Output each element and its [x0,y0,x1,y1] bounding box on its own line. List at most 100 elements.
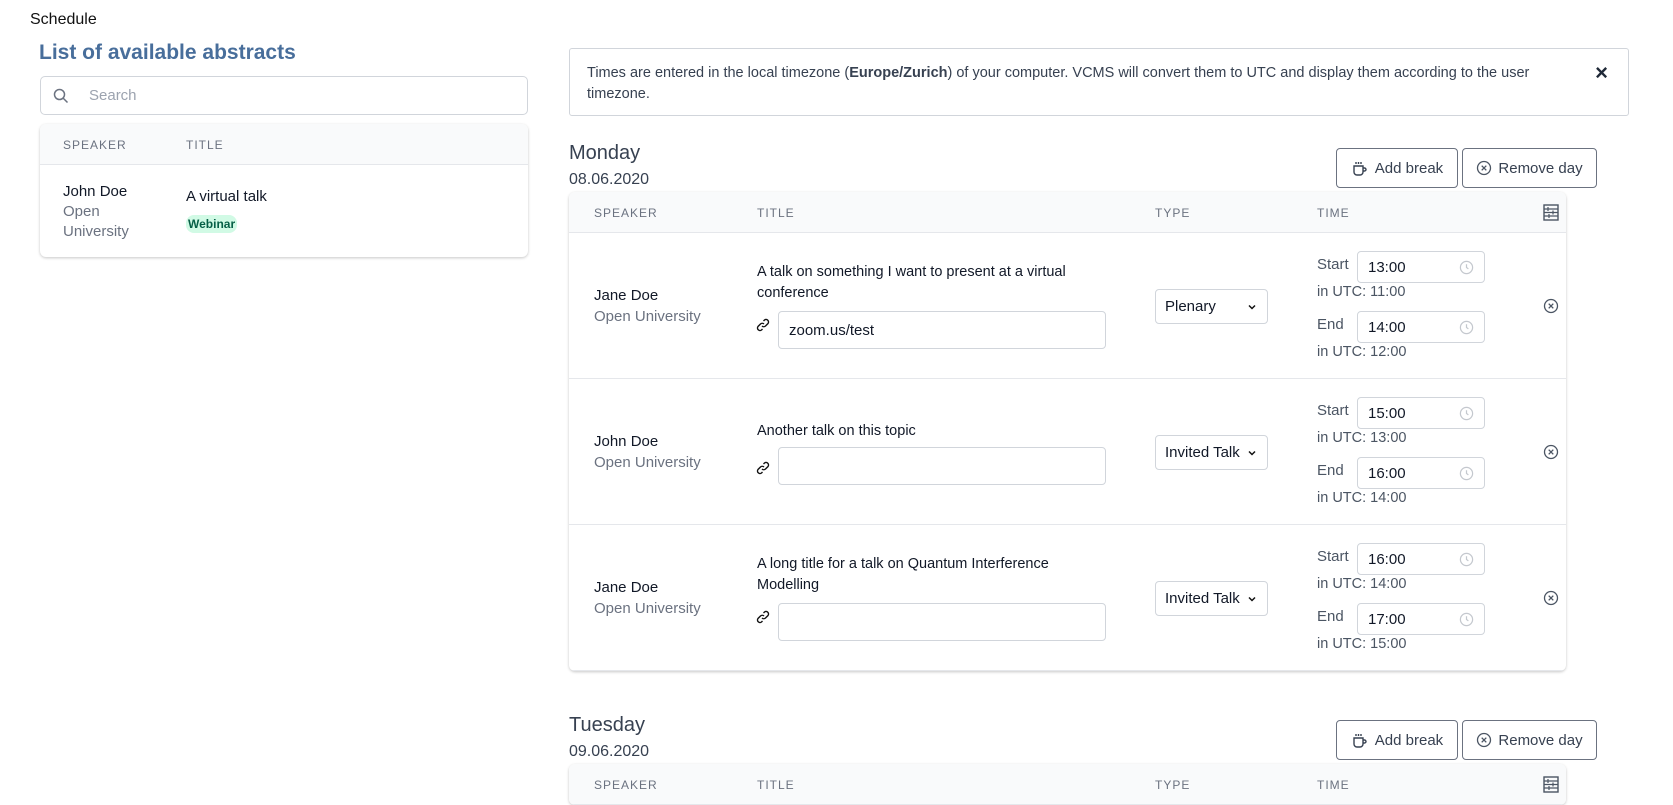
search-icon [53,88,69,103]
column-title: TITLE [757,778,795,792]
start-label: Start [1317,256,1349,273]
speaker-name: Jane Doe [594,579,659,596]
speaker-affiliation: Open University [594,454,701,471]
clock-icon [1459,552,1474,566]
talk-title: conference [757,285,829,301]
column-time: TIME [1317,206,1350,220]
start-label: Start [1317,402,1349,419]
start-time-input[interactable]: 15:00 [1357,397,1485,429]
column-title: TITLE [757,206,795,220]
add-break-button[interactable]: Add break [1336,148,1458,188]
type-select[interactable]: Invited Talk [1155,435,1268,470]
day-name: Tuesday [569,714,645,736]
add-break-button[interactable]: Add break [1336,720,1458,760]
abstracts-table: SPEAKER TITLE John Doe Open University A… [40,124,528,257]
link-icon [756,318,770,332]
remove-talk-icon[interactable] [1543,590,1559,611]
type-badge: Webinar [186,215,238,233]
abstracts-heading: List of available abstracts [39,41,296,64]
chevron-down-icon [1248,304,1256,310]
table-settings-icon[interactable] [1543,776,1559,793]
speaker-affiliation: Open University [594,600,701,617]
schedule-row: Jane Doe Open University A long title fo… [569,525,1566,671]
speaker-affiliation: University [63,223,129,240]
speaker-affiliation: Open University [594,308,701,325]
remove-circle-icon [1476,732,1492,748]
timezone-alert: Times are entered in the local timezone … [569,48,1629,116]
end-time-value: 17:00 [1368,610,1406,628]
remove-day-label: Remove day [1498,731,1583,749]
alert-timezone: Europe/Zurich [849,65,948,81]
start-utc: in UTC: 11:00 [1317,284,1406,300]
end-label: End [1317,608,1344,625]
column-type: TYPE [1155,778,1191,792]
start-label: Start [1317,548,1349,565]
column-type: TYPE [1155,206,1191,220]
start-utc: in UTC: 13:00 [1317,430,1407,446]
remove-talk-icon[interactable] [1543,298,1559,319]
search-field[interactable] [40,76,528,115]
speaker-name: John Doe [594,433,659,450]
talk-title: A talk on something I want to present at… [757,264,1066,280]
coffee-icon [1353,162,1367,176]
coffee-icon [1353,734,1367,748]
end-time-input[interactable]: 16:00 [1357,457,1485,489]
speaker-name: Jane Doe [594,287,659,304]
column-speaker: SPEAKER [63,138,127,152]
schedule-table-header: SPEAKER TITLE TYPE TIME [569,192,1566,233]
column-speaker: SPEAKER [594,778,658,792]
speaker-name: John Doe [63,183,128,200]
add-break-label: Add break [1374,159,1444,177]
abstract-title: A virtual talk [186,188,267,205]
alert-text: Times are entered in the local timezone … [587,65,850,81]
abstracts-table-header: SPEAKER TITLE [40,124,528,165]
type-value: Invited Talk [1165,444,1240,461]
start-time-value: 13:00 [1368,258,1406,276]
start-time-value: 15:00 [1368,404,1406,422]
link-icon [756,461,770,475]
type-select[interactable]: Invited Talk [1155,581,1268,616]
type-value: Plenary [1165,298,1216,315]
link-input[interactable] [778,603,1106,641]
clock-icon [1459,260,1474,274]
start-time-input[interactable]: 16:00 [1357,543,1485,575]
remove-circle-icon [1476,160,1492,176]
link-input[interactable]: zoom.us/test [778,311,1106,349]
start-time-input[interactable]: 13:00 [1357,251,1485,283]
end-utc: in UTC: 15:00 [1317,636,1407,652]
link-icon [756,610,770,624]
end-utc: in UTC: 14:00 [1317,490,1407,506]
type-select[interactable]: Plenary [1155,289,1268,324]
add-break-label: Add break [1374,731,1444,749]
end-time-input[interactable]: 17:00 [1357,603,1485,635]
day-schedule-table: SPEAKER TITLE TYPE TIME [569,764,1566,805]
remove-talk-icon[interactable] [1543,444,1559,465]
day-date: 08.06.2020 [569,171,650,188]
close-icon[interactable]: × [1595,60,1608,85]
end-label: End [1317,316,1344,333]
end-utc: in UTC: 12:00 [1317,344,1407,360]
remove-day-button[interactable]: Remove day [1462,148,1597,188]
day-schedule-table: SPEAKER TITLE TYPE TIME Jane Doe Open Un… [569,192,1566,671]
clock-icon [1459,320,1474,334]
type-value: Invited Talk [1165,590,1240,607]
column-title: TITLE [186,138,224,152]
link-input[interactable] [778,447,1106,485]
search-input[interactable] [89,87,489,104]
remove-day-label: Remove day [1498,159,1583,177]
end-time-value: 14:00 [1368,318,1406,336]
end-time-input[interactable]: 14:00 [1357,311,1485,343]
remove-day-button[interactable]: Remove day [1462,720,1597,760]
column-time: TIME [1317,778,1350,792]
start-time-value: 16:00 [1368,550,1406,568]
schedule-row: John Doe Open University Another talk on… [569,379,1566,525]
talk-title: Modelling [757,577,820,593]
abstract-row[interactable]: John Doe Open University A virtual talk … [40,165,528,257]
talk-title: A long title for a talk on Quantum Inter… [757,556,1049,572]
speaker-affiliation: Open [63,203,100,220]
table-settings-icon[interactable] [1543,204,1559,221]
end-label: End [1317,462,1344,479]
day-date: 09.06.2020 [569,743,650,760]
column-speaker: SPEAKER [594,206,658,220]
schedule-row: Jane Doe Open University A talk on somet… [569,233,1566,379]
